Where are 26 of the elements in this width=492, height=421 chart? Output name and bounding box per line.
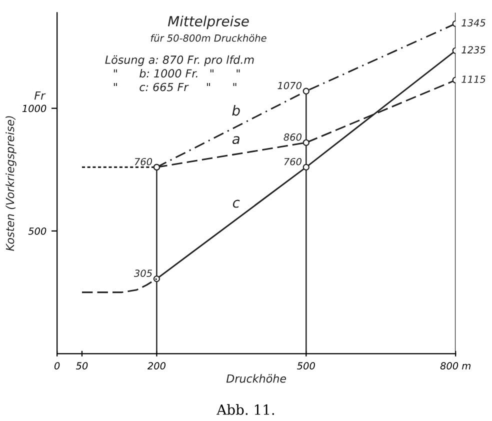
x-tick-label: 500 (297, 362, 315, 370)
x-tick-label: 50 (76, 362, 88, 370)
data-label: 760 (284, 158, 302, 166)
caption: Abb. 11. (216, 404, 274, 415)
x-tick-label: 200 (147, 362, 166, 370)
annotation: " c: 665 Fr " " (114, 82, 236, 92)
chart-title: Mittelpreise (168, 16, 249, 30)
data-label: 760 (134, 158, 152, 166)
annotation: " b: 1000 Fr. " " (114, 68, 240, 78)
x-axis-title: Druckhöhe (226, 374, 286, 383)
y-tick-label: 1000 (22, 104, 46, 112)
series-label: a (232, 136, 240, 144)
annotation: Lösung a: 870 Fr. pro lfd.m (105, 55, 254, 66)
data-label: 305 (134, 270, 152, 277)
text: für 50-800m Druckhöhe (150, 34, 266, 42)
x-tick-label: 0 (54, 362, 60, 370)
series-label: b (232, 104, 240, 116)
data-label: 1115 (462, 76, 486, 83)
data-label: 1235 (462, 46, 486, 54)
text: Fr (34, 91, 46, 100)
y-axis-title: Kosten (Vorkriegspreise) (6, 116, 16, 251)
data-label: 860 (284, 133, 302, 141)
x-tick-label: 800 m (440, 362, 470, 370)
data-label: 1345 (462, 19, 486, 26)
data-label: 1070 (278, 82, 302, 90)
series-label: c (232, 200, 240, 208)
